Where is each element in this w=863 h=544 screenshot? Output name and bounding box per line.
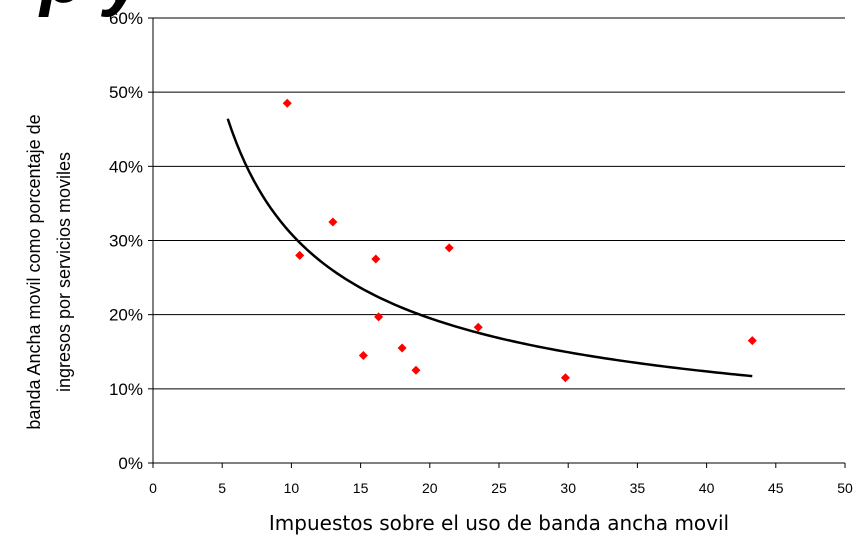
x-tick-label: 25 [491,480,507,496]
x-tick-label: 45 [768,480,784,496]
data-point [328,217,338,227]
y-tick-label: 50% [109,83,143,102]
x-tick-label: 15 [353,480,369,496]
x-tick-label: 10 [284,480,300,496]
y-tick-label: 60% [109,9,143,28]
x-tick-label: 5 [218,480,226,496]
y-tick-label: 30% [109,232,143,251]
axes [148,17,846,468]
data-point [282,98,292,108]
y-axis-label: banda Ancha movil como porcentaje de ing… [24,114,74,429]
data-point [473,322,483,332]
gridlines [153,17,845,464]
data-point [747,336,757,346]
trendline-group [226,118,753,378]
data-point [411,365,421,375]
x-tick-label: 20 [422,480,438,496]
y-tick-label: 40% [109,157,143,176]
x-tick-label: 35 [630,480,646,496]
x-tick-label: 0 [149,480,157,496]
y-tick-label: 20% [109,306,143,325]
x-tick-label: 50 [837,480,853,496]
data-point [397,343,407,353]
y-tick-label: 0% [118,454,143,473]
y-tick-label: 10% [109,380,143,399]
chart-title-fragment: p y [40,0,144,14]
trendline [226,118,753,378]
data-point [374,312,384,322]
data-point [444,243,454,253]
y-axis-label-line1: banda Ancha movil como porcentaje de [24,114,44,429]
data-point [560,373,570,383]
x-axis-label: Impuestos sobre el uso de banda ancha mo… [268,511,730,535]
data-point [358,350,368,360]
x-tick-label: 40 [699,480,715,496]
data-points [282,98,757,383]
data-point [295,250,305,260]
tick-labels: 0% 10% 20% 30% 40% 50% 60% 0 5 10 15 20 25 30 35 40 45 50 [109,9,853,496]
x-tick-label: 30 [560,480,576,496]
data-point [371,254,381,264]
y-axis-label-line2: ingresos por servicios moviles [54,152,74,392]
